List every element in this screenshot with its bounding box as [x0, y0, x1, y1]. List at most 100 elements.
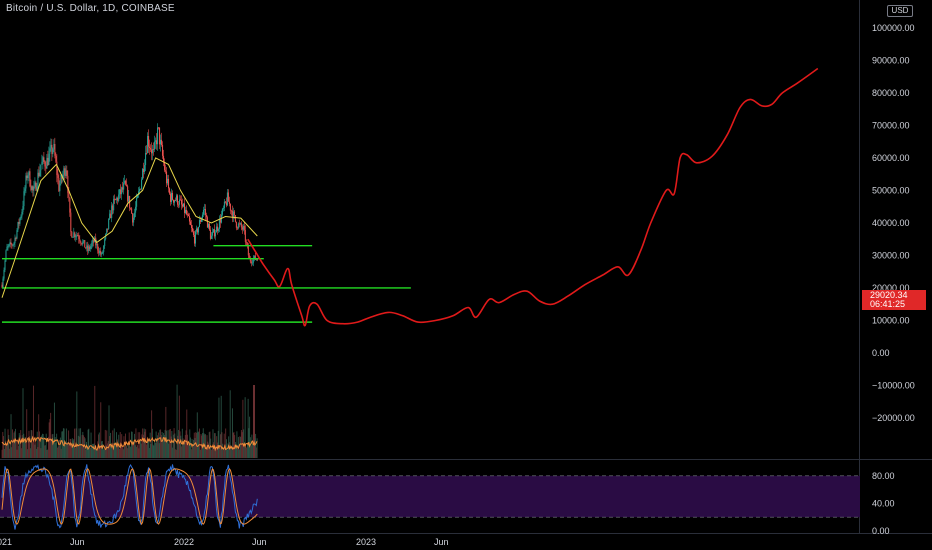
volume-bar — [47, 449, 49, 458]
volume-bar — [114, 442, 116, 458]
volume-bar — [154, 443, 156, 458]
volume-bar — [167, 430, 169, 458]
candle-body — [52, 149, 54, 155]
candle-body — [225, 202, 227, 206]
volume-bar — [19, 435, 21, 458]
candle-body — [152, 149, 154, 154]
candle-body — [228, 201, 230, 204]
candle-body — [36, 186, 38, 191]
volume-bar — [100, 402, 102, 458]
candle-body — [18, 222, 20, 224]
volume-bar — [205, 434, 206, 458]
candle-body — [124, 180, 126, 184]
candle-body — [211, 232, 213, 236]
candle-body — [29, 171, 31, 187]
bar-countdown: 06:41:25 — [870, 299, 906, 309]
volume-bar — [207, 441, 209, 458]
volume-bar — [246, 443, 248, 458]
candle-body — [241, 227, 243, 230]
candle-body — [176, 195, 178, 201]
volume-bar — [31, 430, 33, 458]
candle-body — [136, 197, 138, 207]
volume-bar — [9, 448, 10, 458]
volume-bar — [97, 441, 99, 458]
volume-bar — [155, 431, 157, 458]
candle-body — [249, 258, 251, 262]
volume-bar — [80, 428, 82, 458]
volume-bar — [35, 442, 37, 458]
price-tick-label: 80000.00 — [872, 88, 910, 98]
moving-average-line — [1, 157, 258, 298]
candle-body — [84, 240, 86, 248]
volume-bar — [231, 448, 233, 458]
volume-bar — [122, 444, 123, 458]
candle-body — [170, 193, 172, 202]
candle-body — [87, 245, 89, 252]
candle-body — [131, 208, 133, 214]
volume-bar — [157, 432, 159, 458]
candle-body — [104, 239, 106, 246]
candle-body — [55, 155, 57, 162]
candle-body — [118, 194, 120, 201]
volume-bar — [223, 433, 225, 458]
candle-body — [47, 157, 49, 165]
candle-body — [148, 135, 150, 147]
volume-bar — [124, 446, 126, 458]
candle-body — [146, 153, 148, 154]
volume-bar — [211, 446, 213, 458]
volume-bar — [65, 441, 67, 458]
volume-bar — [184, 442, 185, 458]
volume-bar — [6, 445, 8, 458]
price-axis: 120000.00110000.00100000.0090000.0080000… — [872, 0, 915, 423]
volume-bar — [68, 444, 70, 458]
candle-body — [190, 225, 192, 229]
volume-bar — [55, 442, 57, 458]
volume-bar — [232, 432, 234, 458]
volume-bar — [39, 440, 41, 458]
volume-bar — [89, 447, 91, 458]
volume-bar — [9, 442, 11, 458]
candle-body — [222, 207, 224, 209]
time-tick-label: 2021 — [0, 537, 12, 547]
volume-bar — [241, 432, 243, 458]
volume-ma-line — [1, 435, 258, 452]
candle-body — [198, 220, 200, 227]
candle-body — [183, 203, 185, 213]
candle-body — [169, 188, 171, 194]
volume-bar — [180, 435, 182, 458]
candle-body — [72, 236, 74, 238]
volume-bar — [157, 435, 159, 458]
candle-body — [35, 182, 37, 191]
volume-bar — [41, 435, 43, 458]
volume-bar — [14, 431, 16, 458]
candle-body — [164, 162, 166, 171]
volume-bar — [30, 448, 31, 458]
candle-body — [230, 210, 232, 212]
volume-bar — [201, 435, 203, 458]
volume-bar — [67, 442, 69, 458]
candle-body — [240, 223, 242, 228]
volume-bar — [227, 443, 229, 458]
volume-bar — [34, 444, 36, 458]
volume-bar — [250, 445, 252, 458]
volume-bar — [72, 440, 74, 458]
candle-body — [193, 234, 195, 244]
candle-body — [12, 244, 14, 246]
volume-bar — [161, 431, 163, 458]
volume-bar — [125, 433, 126, 458]
candle-body — [224, 201, 226, 203]
candle-body — [40, 164, 42, 171]
candle-body — [195, 228, 197, 232]
candle-body — [78, 236, 80, 240]
candle-body — [207, 223, 209, 228]
candle-body — [82, 241, 84, 245]
candle-body — [49, 148, 51, 154]
volume-bar — [234, 442, 236, 458]
currency-badge[interactable]: USD — [887, 5, 913, 17]
volume-bar — [215, 445, 217, 458]
candle-body — [252, 258, 254, 263]
symbol-title[interactable]: Bitcoin / U.S. Dollar, 1D, COINBASE — [6, 3, 175, 14]
volume-bar — [18, 445, 19, 458]
stoch-tick-label: 80.00 — [872, 471, 895, 481]
volume-bar — [12, 429, 13, 458]
